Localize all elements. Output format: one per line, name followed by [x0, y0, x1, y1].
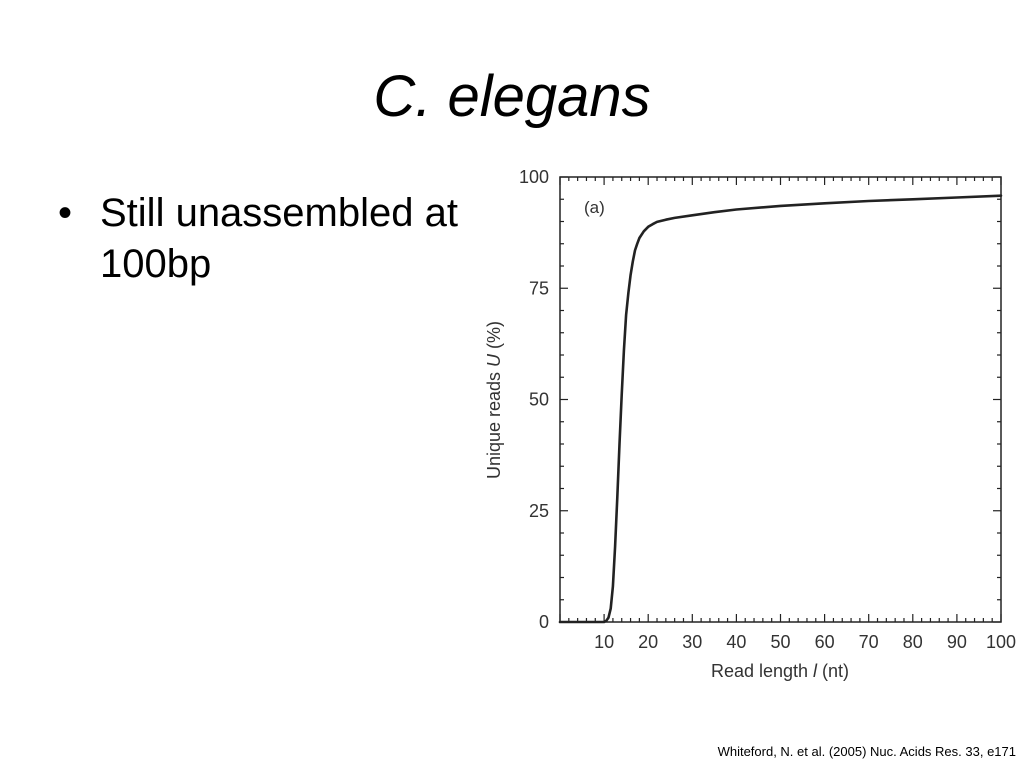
- plot-frame: [559, 176, 1002, 623]
- x-tick-label: 50: [770, 632, 790, 652]
- series-line-0: [558, 194, 1003, 624]
- tick-marks: [559, 176, 1002, 623]
- x-tick-label: 20: [638, 632, 658, 652]
- y-tick-label: 100: [519, 167, 549, 187]
- x-tick-label: 30: [682, 632, 702, 652]
- y-tick-label: 25: [529, 501, 549, 521]
- y-axis-label-unit: (%): [484, 321, 504, 354]
- panel-label: (a): [584, 198, 605, 217]
- y-axis-label: Unique reads U (%): [484, 321, 504, 479]
- citation: Whiteford, N. et al. (2005) Nuc. Acids R…: [717, 744, 1016, 759]
- bullet-item: • Still unassembled at 100bp: [58, 188, 478, 290]
- x-axis-label-unit: (nt): [817, 661, 849, 681]
- x-tick-label: 40: [726, 632, 746, 652]
- x-tick-label: 60: [815, 632, 835, 652]
- x-tick-label: 100: [986, 632, 1016, 652]
- y-tick-label: 75: [529, 278, 549, 298]
- bullet-text: Still unassembled at 100bp: [100, 191, 458, 286]
- x-tick-label: 10: [594, 632, 614, 652]
- y-axis-label-text: Unique reads: [484, 367, 504, 479]
- x-tick-label: 80: [903, 632, 923, 652]
- tick-labels: 10 20 30 40 50 60 70 80 90 100 0 25 50 75 100: [519, 167, 1016, 652]
- x-tick-label: 70: [859, 632, 879, 652]
- x-tick-label: 90: [947, 632, 967, 652]
- unique-reads-chart: 10 20 30 40 50 60 70 80 90 100 0 25 50 75 100 (a) Read…: [484, 167, 1016, 681]
- x-axis-label-text: Read length: [711, 661, 813, 681]
- chart-series: [558, 194, 1003, 624]
- x-axis-label-variable: l: [813, 661, 818, 681]
- y-axis-label-variable: U: [484, 353, 504, 367]
- bullet-marker: •: [58, 191, 73, 235]
- y-tick-label: 0: [539, 612, 549, 632]
- x-axis-label: Read length l (nt): [711, 661, 849, 681]
- slide-title: C. elegans: [373, 64, 651, 129]
- y-tick-label: 50: [529, 390, 549, 410]
- bullet-list: • Still unassembled at 100bp: [58, 188, 478, 290]
